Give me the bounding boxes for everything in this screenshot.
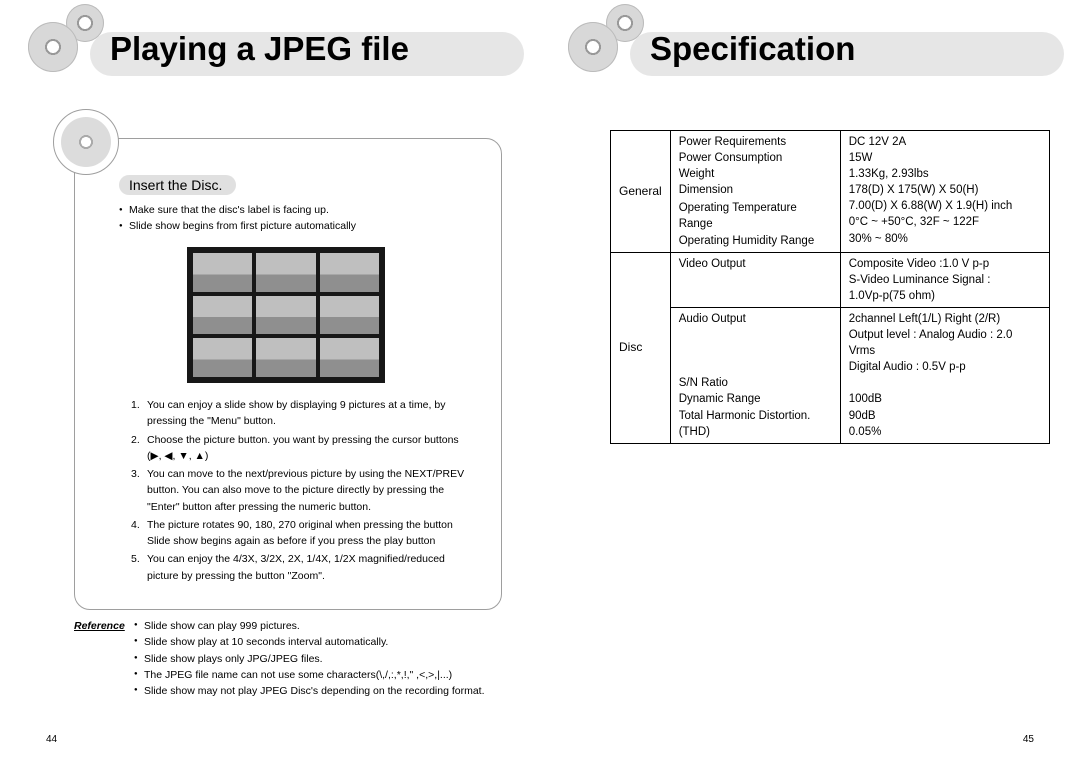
spec-category: General (611, 131, 671, 253)
steps-list: You can enjoy a slide show by displaying… (131, 397, 471, 586)
thumbnail (193, 338, 252, 377)
step-item: You can enjoy a slide show by displaying… (131, 397, 471, 430)
intro-item: Make sure that the disc's label is facin… (119, 203, 481, 219)
intro-bullets: Make sure that the disc's label is facin… (119, 203, 481, 235)
spec-label: Video Output (670, 252, 840, 307)
box-disc-icon (53, 109, 119, 175)
step-item: You can enjoy the 4/3X, 3/2X, 2X, 1/4X, … (131, 551, 471, 584)
page-number-left: 44 (46, 734, 57, 745)
thumbnail (256, 253, 315, 292)
page-right: Specification General Power Requirements… (540, 0, 1080, 765)
reference-item: The JPEG file name can not use some char… (134, 667, 502, 683)
intro-item: Slide show begins from first picture aut… (119, 219, 481, 235)
page-number-right: 45 (1023, 734, 1034, 745)
spec-values-disc2: 2channel Left(1/L) Right (2/R)Output lev… (840, 307, 1049, 443)
header-disc-icon (568, 4, 648, 84)
reference-label: Reference (74, 618, 125, 634)
page-left: Playing a JPEG file Insert the Disc. Mak… (0, 0, 540, 765)
spec-values-general: DC 12V 2A15W1.33Kg, 2.93lbs178(D) X 175(… (840, 131, 1049, 253)
subtitle: Insert the Disc. (119, 175, 236, 195)
thumbnail (320, 296, 379, 335)
thumbnail (193, 296, 252, 335)
step-item: Choose the picture button. you want by p… (131, 432, 471, 465)
thumbnail (320, 338, 379, 377)
thumbnail-grid (187, 247, 385, 383)
spec-value: Composite Video :1.0 V p-pS-Video Lumina… (840, 252, 1049, 307)
spec-category: Disc (611, 252, 671, 443)
thumbnail (256, 338, 315, 377)
content-box: Insert the Disc. Make sure that the disc… (74, 138, 502, 610)
reference-item: Slide show plays only JPG/JPEG files. (134, 651, 502, 667)
thumbnail (256, 296, 315, 335)
step-item: You can move to the next/previous pictur… (131, 466, 471, 515)
spec-table: General Power RequirementsPower Consumpt… (610, 130, 1050, 444)
step-item: The picture rotates 90, 180, 270 origina… (131, 517, 471, 550)
reference-item: Slide show can play 999 pictures. (134, 618, 502, 634)
thumbnail (193, 253, 252, 292)
spec-labels-disc2: Audio OutputS/N RatioDynamic RangeTotal … (670, 307, 840, 443)
spec-labels-general: Power RequirementsPower ConsumptionWeigh… (670, 131, 840, 253)
reference-item: Slide show may not play JPEG Disc's depe… (134, 683, 502, 699)
page-title-left: Playing a JPEG file (110, 30, 409, 68)
page-title-right: Specification (650, 30, 855, 68)
header-disc-icon (28, 4, 108, 84)
reference-block: Reference Slide show can play 999 pictur… (74, 618, 502, 699)
thumbnail (320, 253, 379, 292)
reference-item: Slide show play at 10 seconds interval a… (134, 634, 502, 650)
